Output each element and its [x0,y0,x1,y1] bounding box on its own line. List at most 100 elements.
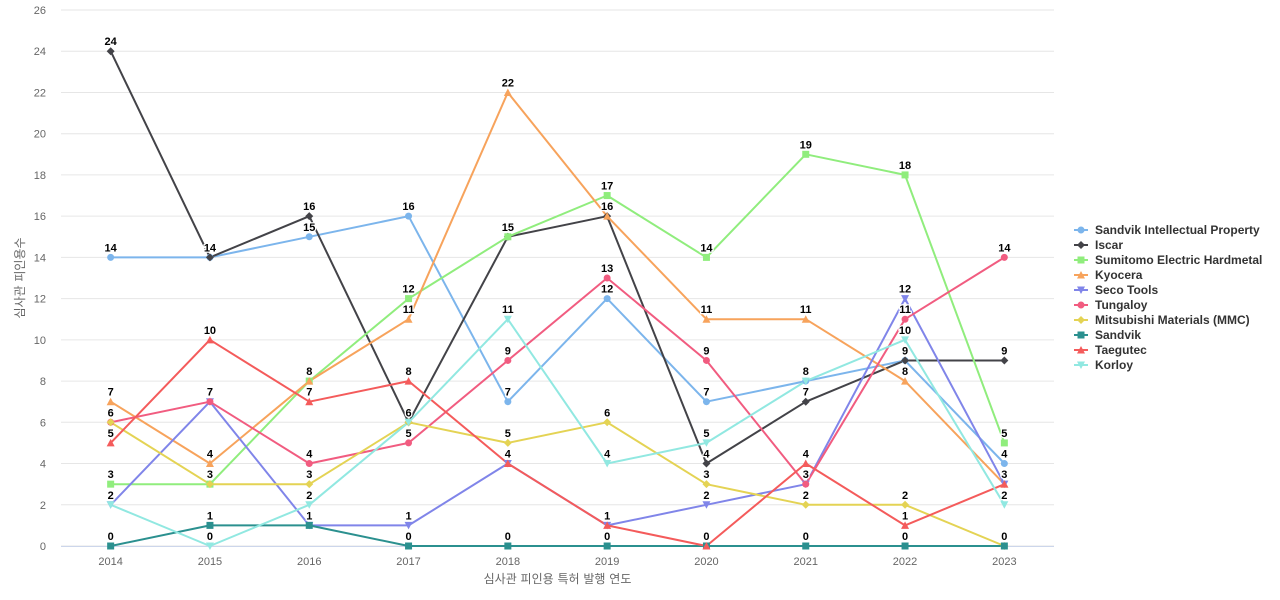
data-label: 3 [108,469,114,481]
legend: Sandvik Intellectual PropertyIscarSumito… [1074,223,1262,372]
data-label: 0 [1001,531,1007,543]
data-label: 8 [405,366,411,378]
legend-label: Korloy [1095,358,1133,372]
data-label: 0 [803,531,809,543]
data-point [503,315,512,324]
data-label: 5 [505,428,511,440]
legend-item[interactable]: Mitsubishi Materials (MMC) [1074,313,1250,327]
x-tick-label: 2022 [893,556,917,568]
data-point [901,295,910,303]
data-label: 0 [604,531,610,543]
legend-symbol [1077,226,1085,234]
legend-symbol [1077,271,1085,279]
legend-item[interactable]: Sandvik Intellectual Property [1074,223,1260,237]
data-label: 1 [306,510,312,522]
data-label: 5 [1001,428,1007,440]
data-point [107,253,115,261]
legend-item[interactable]: Kyocera [1074,268,1143,282]
data-point [901,377,910,385]
data-label: 14 [998,242,1011,254]
data-label: 2 [306,490,312,502]
data-point [603,274,611,282]
legend-label: Sandvik Intellectual Property [1095,223,1260,237]
legend-label: Mitsubishi Materials (MMC) [1095,313,1250,327]
data-label: 9 [505,345,511,357]
data-point [503,459,512,468]
data-label: 11 [502,304,514,316]
legend-item[interactable]: Sandvik [1074,328,1141,342]
legend-label: Tungaloy [1095,298,1148,312]
data-point [603,521,612,529]
data-label: 4 [505,449,512,461]
data-point [405,212,413,220]
data-point [504,542,512,550]
legend-symbol [1077,286,1085,294]
data-label: 1 [405,510,411,522]
data-label: 1 [902,510,908,522]
series-lines [109,50,1006,547]
data-point [901,521,910,529]
data-label: 16 [402,201,414,213]
data-label: 2 [902,490,908,502]
data-label: 2 [1001,490,1007,502]
data-label: 12 [402,284,414,296]
data-label: 8 [306,366,312,378]
x-tick-label: 2023 [992,556,1016,568]
data-point [702,480,711,489]
data-label: 12 [899,284,911,296]
legend-label: Sandvik [1095,328,1141,342]
data-point [1000,480,1009,488]
data-label: 5 [703,428,709,440]
data-point [305,377,314,385]
legend-label: Sumitomo Electric Hardmetal [1095,253,1262,267]
data-label: 3 [306,469,312,481]
legend-label: Iscar [1095,238,1123,252]
series-line [110,215,1006,465]
data-label: 3 [703,469,709,481]
data-label: 1 [207,510,213,522]
data-point [702,439,711,447]
legend-item[interactable]: Sumitomo Electric Hardmetal [1074,253,1262,267]
data-label: 16 [303,201,315,213]
x-tick-label: 2019 [595,556,619,568]
data-point [901,500,910,509]
data-point [702,315,711,323]
y-tick-label: 4 [40,459,46,471]
data-label: 3 [207,469,213,481]
legend-symbol [1077,241,1085,249]
series-line [110,524,1005,547]
data-label: 6 [405,407,411,419]
data-label: 0 [703,531,709,543]
data-point [802,150,810,158]
data-point [1000,542,1008,550]
data-label: 7 [207,387,213,399]
data-point [305,460,313,468]
data-point [206,398,214,406]
y-axis-title: 심사관 피인용수 [13,237,27,318]
data-label: 11 [701,304,713,316]
data-label: 11 [403,304,415,316]
series-line [110,91,1006,485]
y-tick-label: 20 [34,129,46,141]
data-point [1000,460,1008,468]
y-tick-label: 18 [34,170,46,182]
data-point [702,501,711,509]
legend-item[interactable]: Tungaloy [1074,298,1148,312]
legend-label: Kyocera [1095,268,1143,282]
legend-item[interactable]: Taegutec [1074,343,1147,357]
legend-item[interactable]: Seco Tools [1074,283,1158,297]
y-tick-label: 0 [40,541,46,553]
data-point [205,335,214,344]
data-point [305,480,314,489]
data-label: 4 [207,449,214,461]
legend-item[interactable]: Korloy [1074,358,1133,372]
data-point [702,356,710,364]
legend-item[interactable]: Iscar [1074,238,1123,252]
x-tick-label: 2014 [98,556,122,568]
x-tick-label: 2017 [396,556,420,568]
data-point [305,521,313,529]
data-point [801,397,810,406]
data-point [801,459,810,468]
data-label: 4 [1001,449,1008,461]
